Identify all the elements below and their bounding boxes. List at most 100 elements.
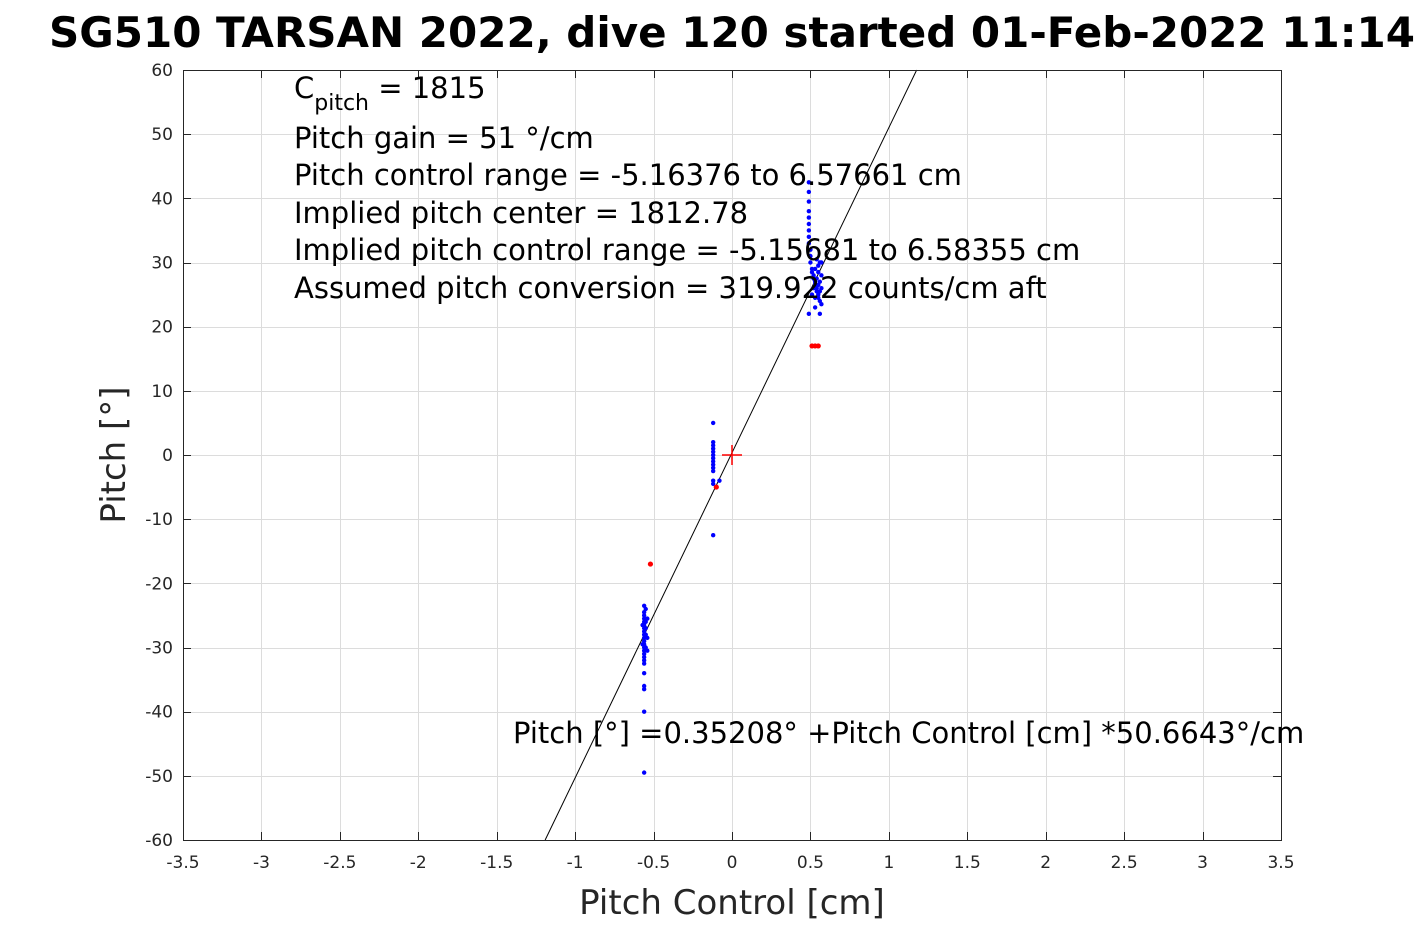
data-point (806, 241, 812, 246)
data-point (819, 302, 824, 307)
data-point (710, 443, 716, 448)
excluded-point (815, 343, 821, 349)
x-tick-label: 0.5 (797, 853, 824, 873)
data-point (806, 180, 812, 185)
plot-frame (183, 70, 1282, 841)
data-point (710, 452, 716, 458)
data-point (710, 481, 716, 487)
data-point (809, 266, 815, 272)
y-tick-label: -10 (145, 510, 173, 530)
data-point (645, 648, 650, 653)
data-point (641, 654, 647, 660)
y-axis-label: Pitch [°] (94, 386, 134, 523)
x-tick-label: -0.5 (637, 853, 670, 873)
data-point (819, 260, 824, 265)
data-point (811, 285, 816, 291)
data-point (806, 228, 812, 233)
data-point (640, 622, 645, 628)
center-marker (722, 445, 742, 465)
x-tick-label: 2.5 (1111, 853, 1138, 873)
data-points (640, 180, 824, 775)
c-pitch-annotation: Cpitch = 1815 (294, 71, 486, 116)
data-point (811, 273, 816, 278)
y-tick-label: 10 (151, 382, 173, 402)
data-point (710, 439, 716, 445)
x-tick-labels: -3.5 -3 -2.5 -2 -1.5 -1 -0.5 0 0.5 1 1.5 2 2.5 3 3.5 (166, 853, 1294, 873)
data-point (710, 468, 716, 474)
data-point (814, 257, 819, 262)
y-tick-label: 50 (151, 125, 173, 145)
x-axis-label: Pitch Control [cm] (579, 883, 885, 923)
x-tick-label: 1 (883, 853, 894, 873)
data-point (808, 260, 813, 265)
data-point (641, 651, 647, 657)
data-point (819, 273, 824, 278)
c-pitch-subscript: pitch (314, 91, 369, 116)
x-tick-label: 2 (1040, 853, 1051, 873)
data-point (643, 606, 648, 612)
data-point (816, 269, 821, 275)
y-tick-label: -60 (145, 831, 173, 851)
data-point (806, 234, 812, 240)
data-point (806, 199, 812, 204)
y-tick-label: 60 (151, 61, 173, 81)
y-tick-label: -30 (145, 639, 173, 659)
data-point (710, 420, 716, 426)
data-point (710, 459, 716, 464)
data-point (710, 446, 716, 451)
data-point (643, 626, 648, 631)
data-point (816, 282, 821, 288)
x-tick-label: 3.5 (1267, 853, 1294, 873)
data-point (806, 215, 812, 220)
x-tick-label: 0 (727, 853, 738, 873)
excluded-point (647, 561, 654, 567)
data-point (641, 770, 647, 775)
x-tick-label: -1.5 (480, 853, 513, 873)
data-point (710, 478, 716, 483)
data-point (812, 305, 818, 310)
data-point (710, 449, 716, 454)
data-point (641, 613, 647, 618)
data-point (645, 635, 650, 641)
data-point (809, 292, 815, 297)
data-point (806, 311, 812, 317)
data-point (717, 478, 722, 483)
data-point (806, 189, 812, 195)
x-tick-label: -3.5 (166, 853, 199, 873)
data-point (641, 670, 647, 676)
fit-equation-annotation: Pitch [°] =0.35208° +Pitch Control [cm] … (513, 716, 1304, 750)
data-point (641, 683, 647, 689)
x-tick-label: -2.5 (323, 853, 356, 873)
data-point (641, 709, 647, 714)
data-point (710, 456, 716, 461)
data-point (710, 533, 716, 538)
y-tick-label: 40 (151, 189, 173, 209)
y-tick-label: 30 (151, 254, 173, 274)
data-point (806, 221, 812, 227)
data-point (806, 208, 812, 214)
data-point (710, 462, 716, 467)
x-tick-label: -1 (567, 853, 584, 873)
data-point (814, 276, 819, 281)
data-point (641, 661, 647, 666)
data-point (808, 253, 813, 259)
data-point (640, 642, 645, 647)
pitch-conversion-annotation: Assumed pitch conversion = 319.922 count… (294, 271, 1047, 305)
y-tick-label: 20 (151, 318, 173, 338)
data-point (710, 465, 716, 471)
implied-pitch-center-annotation: Implied pitch center = 1812.78 (294, 196, 748, 230)
data-point (812, 295, 818, 300)
data-point (812, 266, 818, 272)
y-tick-labels: -60 -50 -40 -30 -20 -10 0 10 20 30 40 50 60 (145, 61, 173, 851)
x-tick-label: 1.5 (954, 853, 981, 873)
excluded-point (713, 484, 719, 490)
x-tick-label: -2 (410, 853, 427, 873)
y-tick-label: -20 (145, 574, 173, 594)
chart-title: SG510 TARSAN 2022, dive 120 started 01-F… (49, 8, 1415, 57)
implied-pitch-range-annotation: Implied pitch control range = -5.15681 t… (294, 233, 1080, 267)
pitch-control-range-annotation: Pitch control range = -5.16376 to 6.5766… (294, 158, 962, 192)
data-point (817, 289, 823, 294)
data-point (641, 687, 647, 692)
c-pitch-value: = 1815 (369, 71, 486, 105)
